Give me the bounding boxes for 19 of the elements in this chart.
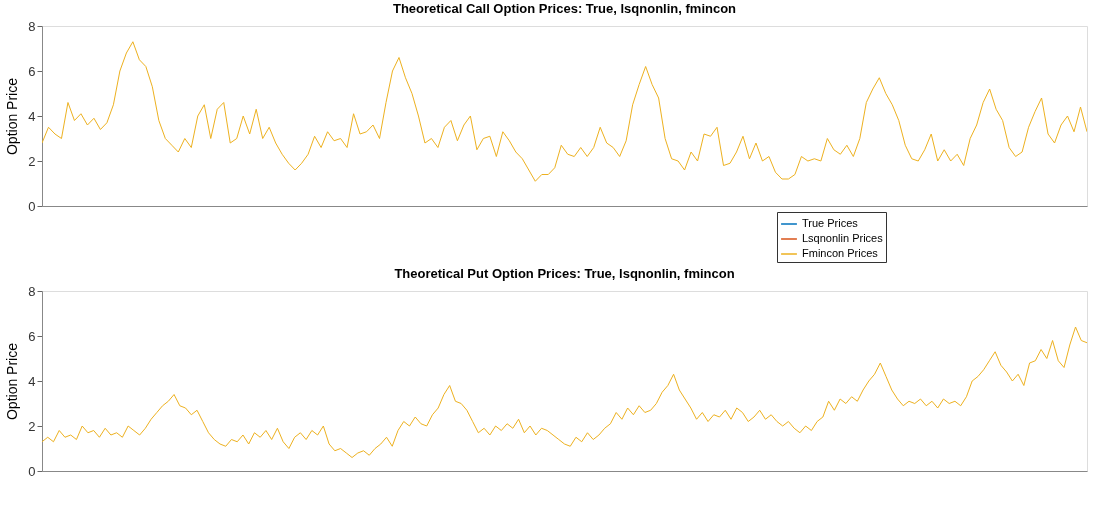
chart-title: Theoretical Call Option Prices: True, lsqnonlin, fmincon [392,1,737,16]
legend-label: True Prices [802,217,859,229]
line-series [42,41,1087,182]
y-tick-label: 6 [28,328,36,344]
legend-label: Fmincon Prices [802,247,879,259]
y-tick-label: 0 [28,463,36,479]
y-tick-label: 6 [28,63,36,79]
chart-title: Theoretical Put Option Prices: True, lsqnonlin, fmincon [394,266,735,281]
line-series [42,326,1087,458]
legend-label: Lsqnonlin Prices [802,232,884,244]
y-tick-label: 0 [28,198,36,214]
y-tick-label: 4 [28,373,36,389]
y-tick-label: 4 [28,108,36,124]
y-tick-label: 2 [28,418,36,434]
y-tick-label: 8 [28,18,36,34]
y-axis-title: Option Price [4,342,21,421]
y-tick-label: 8 [28,283,36,299]
y-axis-title: Option Price [4,77,21,156]
y-tick-label: 2 [28,153,36,169]
